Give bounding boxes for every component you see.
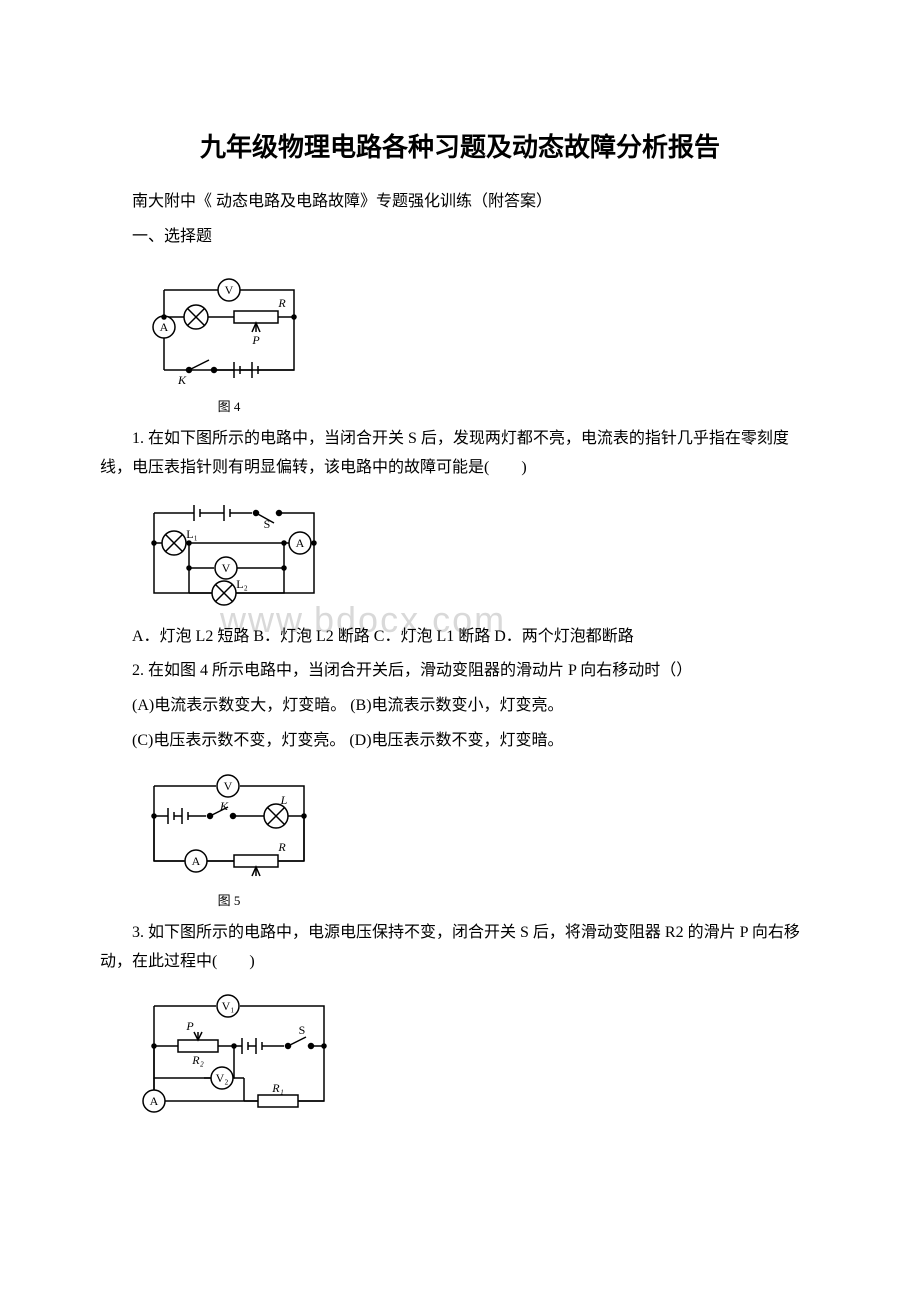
q2-stem: 2. 在如图 4 所示电路中，当闭合开关后，滑动变阻器的滑动片 P 向右移动时（… — [100, 657, 820, 686]
fig4-R: R — [277, 296, 286, 310]
fig5-V: V — [224, 779, 233, 793]
figure-5: V A K L R 图 5 — [134, 766, 820, 909]
section-heading: 一、选择题 — [100, 223, 820, 252]
figq3-P: P — [185, 1019, 194, 1033]
q2-opt-cd: (C)电压表示数不变，灯变亮。 (D)电压表示数不变，灯变暗。 — [100, 727, 820, 756]
figq3-R1: R₁ — [271, 1081, 284, 1095]
figq3-V2: V₂ — [216, 1071, 229, 1085]
fig5-R: R — [277, 840, 286, 854]
figq3-A: A — [150, 1094, 159, 1108]
figq3-S: S — [299, 1023, 306, 1037]
fig5-A: A — [192, 854, 201, 868]
fig4-P: P — [251, 333, 260, 347]
figq3-R2: R₂ — [191, 1053, 204, 1067]
fig5-L: L — [280, 793, 288, 807]
figq3-V1: V₁ — [222, 999, 235, 1013]
figq1-V: V — [222, 561, 231, 575]
figq1-L2: L₂ — [236, 577, 248, 591]
fig4-K: K — [177, 373, 187, 387]
q3-stem: 3. 如下图所示的电路中，电源电压保持不变，闭合开关 S 后，将滑动变阻器 R2… — [100, 919, 820, 977]
q2-opt-ab: (A)电流表示数变大，灯变暗。 (B)电流表示数变小，灯变亮。 — [100, 692, 820, 721]
page-title: 九年级物理电路各种习题及动态故障分析报告 — [100, 127, 820, 164]
figure-5-caption: 图 5 — [134, 890, 324, 909]
q1-options: A．灯泡 L2 短路 B．灯泡 L2 断路 C．灯泡 L1 断路 D．两个灯泡都… — [100, 623, 820, 652]
figq1-S: S — [264, 517, 271, 531]
fig4-V: V — [225, 283, 234, 297]
figure-4: V A R P K 图 4 — [134, 262, 820, 415]
fig5-K: K — [219, 799, 229, 813]
fig4-A: A — [160, 320, 169, 334]
q1-stem: 1. 在如下图所示的电路中，当闭合开关 S 后，发现两灯都不亮，电流表的指针几乎… — [100, 425, 820, 483]
subtitle: 南大附中《 动态电路及电路故障》专题强化训练（附答案） — [100, 188, 820, 217]
figure-q3: V₁ V₂ A P R₂ R₁ S — [134, 986, 820, 1116]
figq1-L1: L₁ — [186, 527, 198, 541]
figq1-A: A — [296, 536, 305, 550]
figure-4-caption: 图 4 — [134, 396, 324, 415]
figure-q1: S A V L₁ L₂ — [134, 493, 820, 613]
